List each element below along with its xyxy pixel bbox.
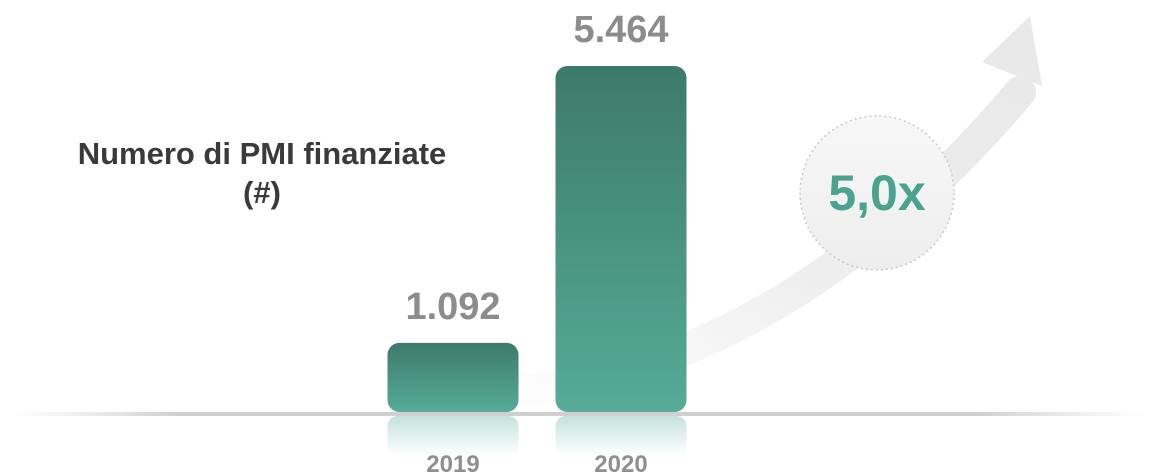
bar [555,66,687,412]
bar [387,342,519,412]
bar-reflection [555,416,687,456]
baseline [10,412,1145,416]
bar-reflection [387,416,519,456]
growth-arrow-head [982,16,1042,86]
growth-badge-circle [799,115,955,271]
chart-title-line-2: (#) [243,175,281,210]
bar-value-label: 1.092 [405,286,500,328]
growth-badge-label: 5,0x [828,165,926,221]
x-tick-label: 2019 [426,451,479,476]
bars-group: 1.092 2019 5.464 2020 [387,9,687,476]
growth-badge: 5,0x [799,115,955,271]
x-tick-label: 2020 [594,451,647,476]
chart-title-line-1: Numero di PMI finanziate [78,136,447,171]
bar-value-label: 5.464 [573,9,668,51]
